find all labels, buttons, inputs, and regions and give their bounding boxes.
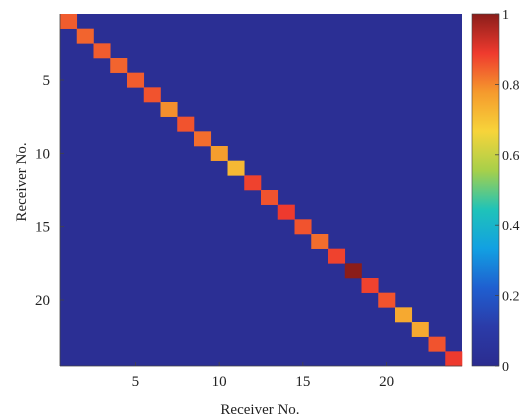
colorbar: 0 0.2 0.4 0.6 0.8 1 (471, 8, 520, 375)
colorbar-tick-label: 1 (502, 8, 509, 23)
heatmap-cell-diagonal (378, 292, 396, 308)
heatmap-cell-diagonal (445, 351, 463, 367)
x-tick-label: 5 (132, 374, 140, 390)
y-tick-label: 10 (35, 146, 50, 162)
x-tick-label: 20 (379, 374, 394, 390)
x-axis-ticks: 5 10 15 20 (132, 362, 394, 390)
heatmap-cell-diagonal (344, 263, 362, 279)
y-tick-label: 15 (35, 220, 50, 236)
x-tick-label: 10 (212, 374, 227, 390)
x-tick-label: 15 (295, 374, 310, 390)
heatmap-cell-diagonal (127, 72, 145, 88)
heatmap-cell-diagonal (311, 234, 329, 249)
heatmap-cell-diagonal (76, 28, 94, 44)
heatmap-cell-diagonal (395, 307, 413, 323)
heatmap-cell-diagonal (210, 146, 228, 161)
heatmap-cell-diagonal (110, 58, 128, 73)
heatmap-cell-diagonal (143, 87, 161, 103)
colorbar-tick-label: 0 (502, 360, 509, 375)
x-axis-label: Receiver No. (220, 402, 299, 418)
heatmap-cell-diagonal (328, 248, 346, 264)
colorbar-tick-label: 0.4 (502, 219, 520, 234)
heatmap-cell-diagonal (160, 102, 178, 117)
plot-area (59, 14, 463, 367)
colorbar-tick-label: 0.2 (502, 290, 520, 305)
heatmap-cell-diagonal (227, 160, 245, 176)
y-axis-ticks: 5 10 15 20 (35, 73, 64, 309)
heatmap-cell-diagonal (60, 14, 78, 29)
colorbar-tick-label: 0.6 (502, 149, 520, 164)
y-tick-label: 5 (43, 73, 51, 89)
y-axis-label: Receiver No. (14, 142, 30, 221)
y-tick-label: 20 (35, 293, 50, 309)
heatmap-cell-diagonal (177, 116, 195, 132)
colorbar-gradient (471, 13, 500, 367)
heatmap-cell-diagonal (411, 322, 429, 337)
heatmap-cell-diagonal (361, 278, 379, 293)
heatmap-cell-diagonal (261, 190, 279, 205)
heatmap-cell-diagonal (244, 175, 262, 191)
heatmap-cell-diagonal (428, 336, 446, 352)
heatmap-cell-diagonal (194, 131, 212, 147)
heatmap-cell-diagonal (277, 204, 295, 220)
heatmap-cell-diagonal (294, 219, 312, 235)
colorbar-tick-label: 0.8 (502, 78, 520, 93)
heatmap-cell-diagonal (93, 43, 111, 59)
